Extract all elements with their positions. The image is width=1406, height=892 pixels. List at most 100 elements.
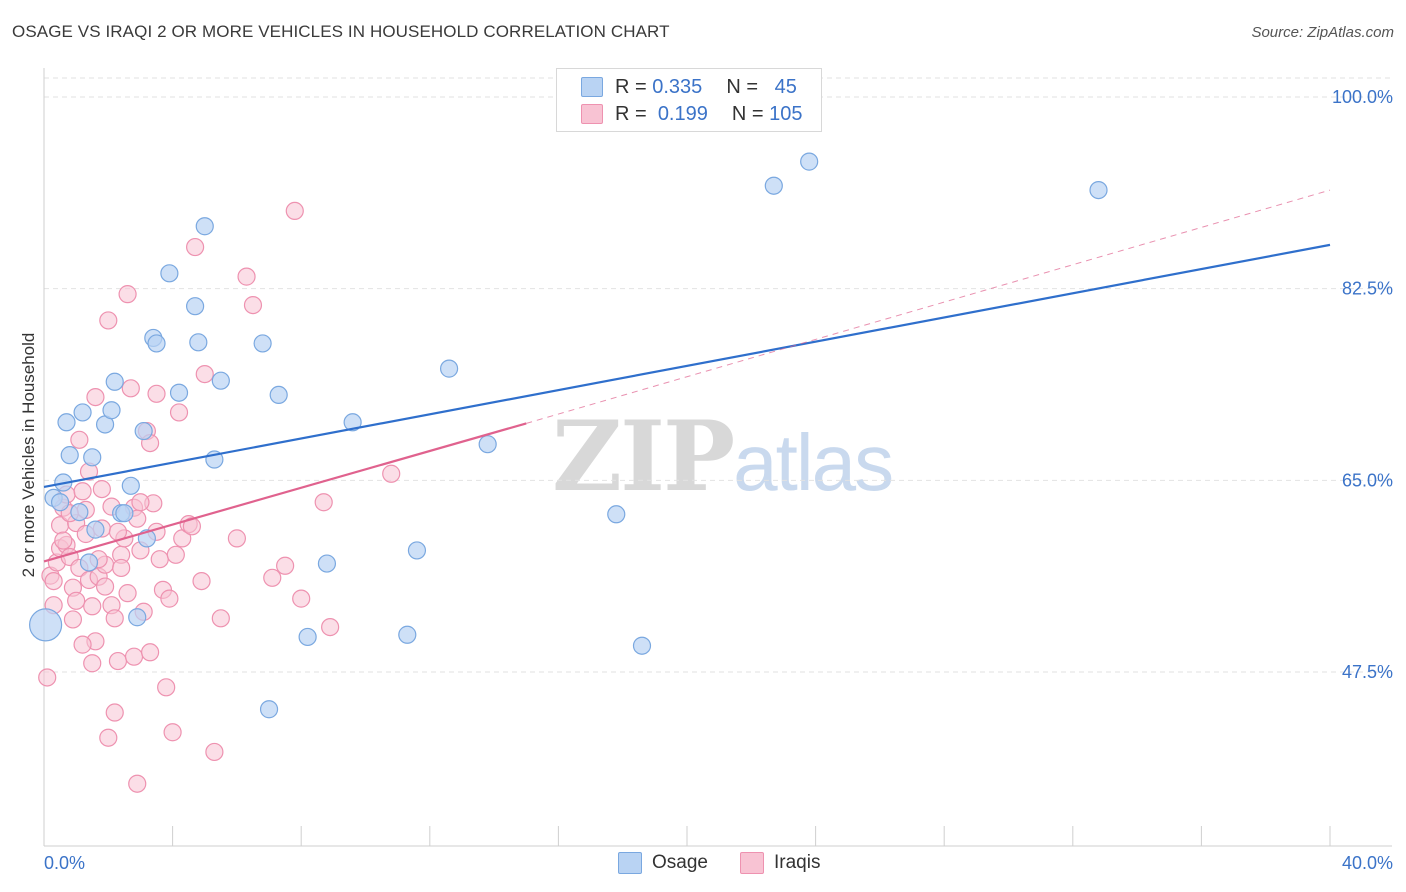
osage-point bbox=[607, 505, 626, 524]
iraqis-point bbox=[121, 379, 140, 398]
x-tick-label: 40.0% bbox=[1342, 853, 1393, 873]
osage-point bbox=[134, 421, 153, 441]
iraqis-point bbox=[108, 651, 128, 671]
iraqis-point bbox=[128, 774, 147, 793]
osage-point bbox=[73, 403, 92, 422]
osage-point bbox=[269, 385, 288, 405]
iraqis-point bbox=[63, 610, 83, 629]
iraqis-point bbox=[140, 643, 160, 662]
legend-osage-swatch bbox=[618, 852, 642, 874]
iraqis-point bbox=[160, 589, 179, 608]
iraqis-point bbox=[285, 201, 304, 221]
osage-point bbox=[478, 435, 497, 454]
osage-point bbox=[398, 625, 417, 644]
iraqis-point bbox=[147, 384, 166, 403]
osage-point bbox=[147, 334, 166, 353]
iraqis-point bbox=[321, 617, 340, 637]
chart-title: OSAGE VS IRAQI 2 OR MORE VEHICLES IN HOU… bbox=[12, 22, 670, 41]
iraqis-point bbox=[169, 403, 189, 422]
watermark-zip: ZIP bbox=[552, 400, 735, 513]
correlation-legend: R = 0.335 N = 45 R = 0.199 N = 105 bbox=[556, 68, 822, 132]
axes bbox=[43, 68, 1392, 847]
iraqis-point bbox=[124, 647, 144, 666]
y-tick-label: 47.5% bbox=[1342, 662, 1393, 682]
osage-point bbox=[189, 333, 208, 352]
osage-n-value: 45 bbox=[774, 75, 797, 98]
iraqis-point bbox=[118, 584, 137, 603]
osage-swatch bbox=[581, 77, 603, 97]
watermark-atlas: atlas bbox=[733, 418, 894, 507]
iraqis-point bbox=[54, 531, 73, 550]
legend-item-iraqis: Iraqis bbox=[739, 852, 821, 874]
osage-point bbox=[211, 371, 230, 390]
iraqis-point bbox=[263, 568, 282, 587]
iraqis-point bbox=[163, 723, 182, 742]
osage-point bbox=[29, 608, 63, 642]
osage-point bbox=[186, 297, 205, 316]
iraqis-points bbox=[38, 201, 401, 793]
osage-point bbox=[83, 448, 102, 467]
legend-iraqis-label: Iraqis bbox=[773, 852, 821, 873]
osage-point bbox=[79, 553, 99, 572]
osage-point bbox=[128, 608, 147, 627]
trend-lines bbox=[43, 189, 1331, 563]
y-axis-label: 2 or more Vehicles in Household bbox=[19, 333, 38, 578]
x-tick-label: 0.0% bbox=[44, 853, 85, 873]
iraqis-point bbox=[83, 654, 102, 673]
iraqis-point bbox=[227, 529, 246, 548]
iraqis-point bbox=[205, 742, 224, 762]
iraqis-point bbox=[131, 493, 150, 512]
grid-lines bbox=[44, 77, 1392, 673]
iraqis-trend-extension bbox=[526, 189, 1331, 424]
iraqis-point bbox=[186, 237, 205, 257]
legend-item-osage: Osage bbox=[618, 852, 708, 874]
iraqis-point bbox=[70, 430, 89, 449]
iraqis-point bbox=[38, 668, 57, 687]
osage-point bbox=[253, 334, 272, 353]
osage-point bbox=[121, 476, 140, 495]
osage-points bbox=[29, 152, 1108, 719]
iraqis-point bbox=[67, 591, 86, 610]
source-label: Source: ZipAtlas.com bbox=[1251, 24, 1394, 41]
iraqis-point bbox=[195, 364, 214, 384]
iraqis-point bbox=[166, 545, 185, 564]
iraqis-point bbox=[92, 479, 111, 499]
iraqis-point bbox=[382, 464, 401, 483]
iraqis-point bbox=[292, 589, 311, 608]
iraqis-point bbox=[237, 267, 256, 286]
osage-point bbox=[70, 502, 89, 522]
iraqis-point bbox=[73, 482, 92, 501]
osage-point bbox=[407, 541, 427, 560]
iraqis-n-value: 105 bbox=[769, 102, 803, 125]
osage-point bbox=[195, 217, 214, 236]
iraqis-point bbox=[105, 703, 124, 722]
osage-point bbox=[1089, 180, 1108, 200]
y-tick-label: 100.0% bbox=[1332, 87, 1393, 107]
osage-point bbox=[169, 383, 189, 402]
legend-row-iraqis: R = 0.199 N = 105 bbox=[581, 101, 803, 127]
legend-iraqis-swatch bbox=[739, 852, 764, 874]
watermark: ZIPatlas bbox=[552, 400, 894, 513]
tick-labels: 100.0% 82.5% 65.0% 47.5% 0.0% 40.0% bbox=[44, 87, 1393, 873]
legend-osage-label: Osage bbox=[652, 852, 708, 873]
iraqis-point bbox=[86, 387, 105, 407]
iraqis-point bbox=[112, 558, 131, 578]
y-tick-label: 82.5% bbox=[1342, 279, 1393, 299]
iraqis-point bbox=[73, 635, 92, 654]
iraqis-point bbox=[99, 728, 118, 747]
iraqis-point bbox=[150, 550, 169, 569]
osage-point bbox=[86, 520, 105, 539]
osage-point bbox=[160, 264, 179, 283]
osage-point bbox=[317, 554, 337, 573]
osage-point bbox=[105, 372, 124, 391]
series-legend: Osage Iraqis bbox=[618, 852, 852, 874]
iraqis-point bbox=[211, 609, 230, 628]
iraqis-n-label: N = bbox=[731, 102, 764, 125]
osage-point bbox=[60, 446, 79, 465]
iraqis-point bbox=[105, 609, 124, 628]
iraqis-point bbox=[99, 311, 118, 330]
iraqis-point bbox=[157, 678, 176, 697]
iraqis-r-label: R = bbox=[615, 102, 647, 125]
osage-point bbox=[800, 152, 819, 171]
